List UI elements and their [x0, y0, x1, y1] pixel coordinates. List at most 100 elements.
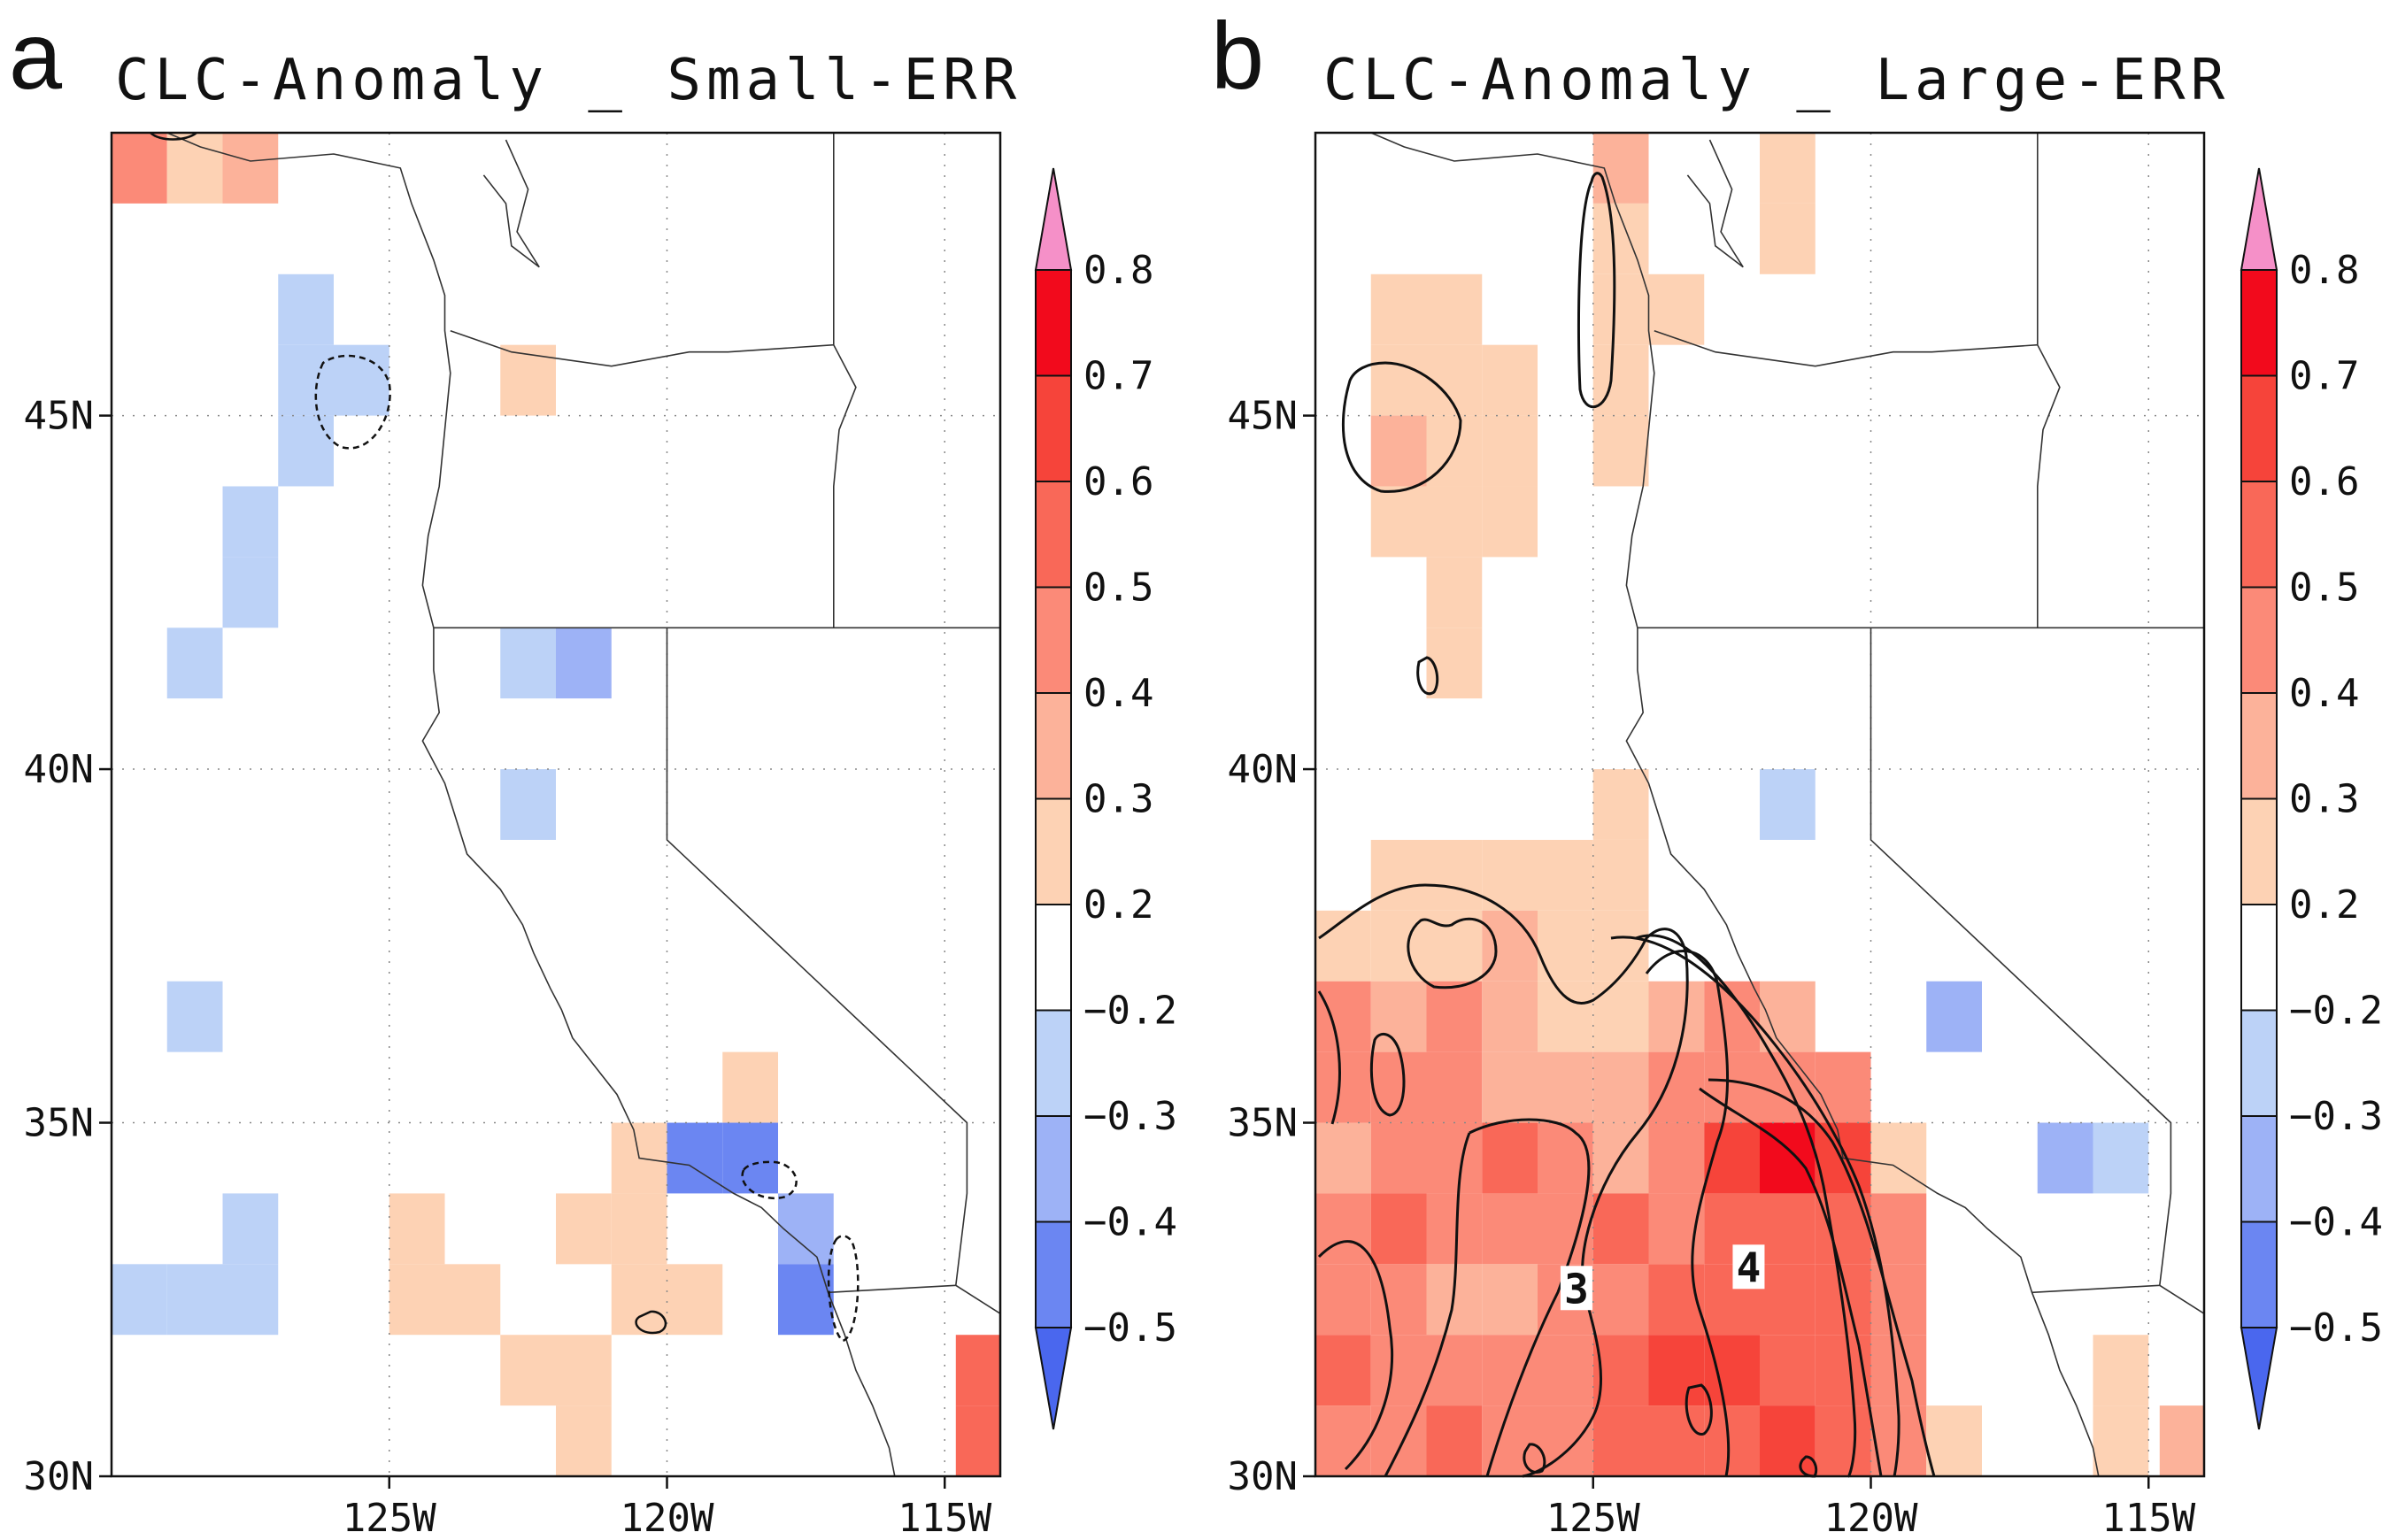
grid-cell [112, 133, 167, 204]
grid-cell [389, 1193, 445, 1265]
colorbar-label: 0.2 [2289, 882, 2359, 928]
grid-cell [222, 486, 279, 558]
contour-label-bg [1732, 1244, 1765, 1290]
grid-cell [1760, 1264, 1816, 1336]
panel-b-contours [1317, 172, 1936, 1478]
colorbar-label: −0.4 [2289, 1200, 2383, 1245]
grid-cell [556, 1193, 612, 1265]
panel-b-contour-band4 [1645, 950, 1731, 1477]
grid-cell [1426, 1405, 1483, 1476]
panel-b-contour-wa [1577, 172, 1616, 409]
grid-cell [1870, 1264, 1927, 1336]
grid-cell [1482, 1335, 1538, 1406]
grid-cell [1760, 1335, 1816, 1406]
y-tick-label: 35N [24, 1101, 94, 1146]
grid-cell [1370, 1193, 1427, 1265]
colorbar-label: −0.2 [1083, 989, 1177, 1034]
colorbar-box [1035, 1220, 1072, 1328]
coastline [1370, 133, 2100, 1476]
grid-cell [1370, 273, 1427, 345]
colorbar-top-arrow [1034, 167, 1073, 271]
panel-a-contour-la [741, 1160, 798, 1199]
grid-cell [1592, 1335, 1649, 1406]
grid-cell [1538, 1051, 1593, 1123]
grid-cell [1315, 1051, 1371, 1123]
grid-cell [1538, 839, 1593, 911]
grid-cell [1648, 273, 1705, 345]
colorbar-label: 0.6 [1083, 459, 1153, 504]
grid-cell [1426, 1051, 1483, 1123]
grid-cell [1538, 981, 1593, 1052]
grid-cell [556, 628, 612, 699]
grid-cell [955, 1335, 1000, 1406]
colorbar-label: −0.2 [2289, 989, 2383, 1034]
y-tick-label: 40N [24, 747, 94, 792]
colorbar-box [1035, 481, 1072, 589]
colorbar-box [2240, 481, 2278, 589]
grid-cell [1870, 1193, 1927, 1265]
grid-cell [1592, 1264, 1649, 1336]
state-border [1654, 329, 2038, 367]
grid-cell [1870, 1122, 1927, 1194]
grid-cell [1926, 1405, 1982, 1476]
panel-a-contours [314, 354, 860, 1343]
colorbar-box [1035, 904, 1072, 1012]
panel-b-y-ticks: 30N 35N 40N 45N [1228, 394, 1315, 1499]
panel-a-contour-sd [827, 1235, 860, 1343]
state-border [2159, 1284, 2204, 1314]
x-tick-label: 120W [1824, 1496, 1918, 1540]
colorbar-label: 0.3 [2289, 777, 2359, 822]
grid-cell [1648, 1051, 1705, 1123]
colorbar-label: −0.3 [2289, 1094, 2383, 1139]
colorbar-box [2240, 692, 2278, 800]
state-border [1870, 628, 2172, 1286]
grid-cell [1760, 769, 1816, 840]
state-border [828, 1284, 956, 1294]
colorbar-box [2240, 797, 2278, 905]
grid-cell [1760, 1193, 1816, 1265]
grid-cell [2093, 1335, 2149, 1406]
panel-a-x-ticks: 125W 120W 115W [343, 1476, 992, 1540]
grid-cell [556, 1335, 612, 1406]
grid-cell [1648, 1405, 1705, 1476]
map-lines [166, 133, 1000, 1476]
grid-cell [1592, 981, 1649, 1052]
colorbar-box [1035, 586, 1072, 694]
colorbar-top-arrow [2240, 167, 2278, 271]
colorbar-box [2240, 374, 2278, 482]
grid-cell [667, 1264, 723, 1336]
panel-letter-a: a [9, 2, 63, 109]
panel-b-contour-west [1317, 990, 1341, 1125]
grid-cell [1482, 1122, 1538, 1194]
colorbar-box [2240, 904, 2278, 1012]
grid-cell [722, 1122, 778, 1194]
grid-cell [112, 1264, 167, 1336]
state-border [833, 133, 857, 628]
contour-label: 4 [1737, 1244, 1762, 1291]
grid-cell [1760, 133, 1816, 204]
y-tick-label: 35N [1228, 1101, 1298, 1146]
colorbar-box [2240, 586, 2278, 694]
colorbar-label: 0.5 [2289, 566, 2359, 611]
colorbar-box [2240, 269, 2278, 377]
grid-cell [1315, 981, 1371, 1052]
panel-b-contour-inner [1699, 1087, 1883, 1477]
puget-sound-coast [1686, 139, 1744, 268]
grid-cell [1704, 1051, 1760, 1123]
panel-b-contour-nor [1407, 917, 1498, 989]
grid-cell [1592, 415, 1649, 487]
panel-a-y-ticks: 30N 35N 40N 45N [24, 394, 112, 1499]
grid-cell [1592, 1122, 1649, 1194]
grid-cell [1538, 1335, 1593, 1406]
panel-a-title: CLC-Anomaly _ Small-ERR [115, 48, 1022, 113]
colorbar-label: −0.4 [1083, 1200, 1177, 1245]
colorbar-label: 0.7 [2289, 354, 2359, 399]
panel-a: a CLC-Anomaly _ Small-ERR 125W 120W 115W 3… [9, 2, 1177, 1540]
colorbar-bottom-arrow [2240, 1327, 2278, 1430]
grid-cell [1704, 1405, 1760, 1476]
colorbar-label: −0.3 [1083, 1094, 1177, 1139]
grid-cell [778, 1193, 834, 1265]
colorbar-label: 0.2 [1083, 882, 1153, 928]
